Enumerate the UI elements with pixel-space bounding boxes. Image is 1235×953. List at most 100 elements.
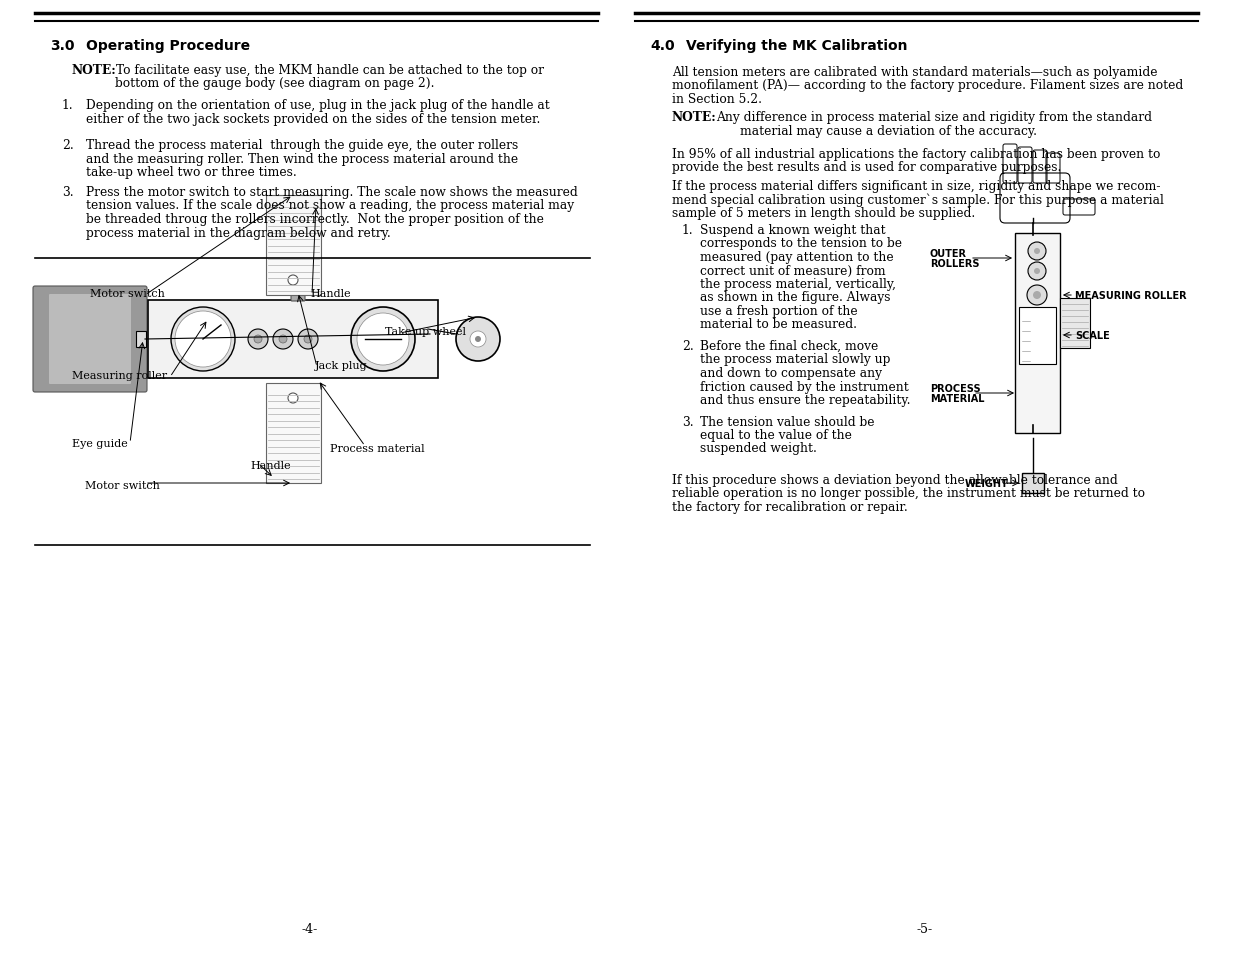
Text: Suspend a known weight that: Suspend a known weight that <box>700 224 885 236</box>
FancyBboxPatch shape <box>1060 298 1091 349</box>
Text: All tension meters are calibrated with standard materials—such as polyamide: All tension meters are calibrated with s… <box>672 66 1157 79</box>
Text: equal to the value of the: equal to the value of the <box>700 429 852 441</box>
Text: process material in the diagram below and retry.: process material in the diagram below an… <box>86 226 390 239</box>
Text: 1.: 1. <box>62 99 74 112</box>
Text: sample of 5 meters in length should be supplied.: sample of 5 meters in length should be s… <box>672 207 976 220</box>
Circle shape <box>1034 249 1040 254</box>
Text: 3.: 3. <box>62 186 74 199</box>
Text: In 95% of all industrial applications the factory calibration has been proven to: In 95% of all industrial applications th… <box>672 148 1161 161</box>
Text: material may cause a deviation of the accuracy.: material may cause a deviation of the ac… <box>740 125 1037 137</box>
Circle shape <box>170 308 235 372</box>
Text: and thus ensure the repeatability.: and thus ensure the repeatability. <box>700 394 910 407</box>
Circle shape <box>254 335 262 344</box>
Circle shape <box>175 312 231 368</box>
Circle shape <box>298 330 317 350</box>
Text: Press the motor switch to start measuring. The scale now shows the measured: Press the motor switch to start measurin… <box>86 186 578 199</box>
Text: 4.0: 4.0 <box>650 39 674 53</box>
Text: the process material, vertically,: the process material, vertically, <box>700 277 897 291</box>
Text: in Section 5.2.: in Section 5.2. <box>672 92 762 106</box>
FancyBboxPatch shape <box>1019 308 1056 365</box>
Text: Handle: Handle <box>310 289 351 298</box>
Circle shape <box>357 314 409 366</box>
Text: as shown in the figure. Always: as shown in the figure. Always <box>700 292 890 304</box>
Text: WEIGHT: WEIGHT <box>965 478 1009 489</box>
Text: monofilament (PA)— according to the factory procedure. Filament sizes are noted: monofilament (PA)— according to the fact… <box>672 79 1183 92</box>
Text: Any difference in process material size and rigidity from the standard: Any difference in process material size … <box>716 111 1152 124</box>
Text: Motor switch: Motor switch <box>90 289 165 298</box>
Text: be threaded throug the rollers incorrectly.  Not the proper position of the: be threaded throug the rollers incorrect… <box>86 213 543 226</box>
Circle shape <box>1028 286 1047 306</box>
Text: NOTE:: NOTE: <box>72 64 117 77</box>
Text: MEASURING ROLLER: MEASURING ROLLER <box>1074 291 1187 301</box>
Text: Before the final check, move: Before the final check, move <box>700 339 878 353</box>
Text: Process material: Process material <box>330 443 425 454</box>
Text: If this procedure shows a deviation beyond the allowable tolerance and: If this procedure shows a deviation beyo… <box>672 474 1118 486</box>
FancyBboxPatch shape <box>33 287 147 393</box>
FancyBboxPatch shape <box>291 288 305 302</box>
Circle shape <box>1028 263 1046 281</box>
Text: take-up wheel two or three times.: take-up wheel two or three times. <box>86 166 296 179</box>
Circle shape <box>1034 269 1040 274</box>
Text: Handle: Handle <box>249 460 290 471</box>
Text: suspended weight.: suspended weight. <box>700 442 816 455</box>
Text: 3.0: 3.0 <box>49 39 74 53</box>
Text: Thread the process material  through the guide eye, the outer rollers: Thread the process material through the … <box>86 139 519 152</box>
Circle shape <box>273 330 293 350</box>
Text: Depending on the orientation of use, plug in the jack plug of the handle at: Depending on the orientation of use, plu… <box>86 99 550 112</box>
Text: Measuring roller: Measuring roller <box>72 371 167 380</box>
Text: measured (pay attention to the: measured (pay attention to the <box>700 251 894 264</box>
Circle shape <box>1032 292 1041 299</box>
FancyBboxPatch shape <box>1023 474 1044 494</box>
Circle shape <box>471 332 487 348</box>
Circle shape <box>456 317 500 361</box>
Text: Jack plug: Jack plug <box>315 360 368 371</box>
Text: PROCESS: PROCESS <box>930 384 981 394</box>
Text: provide the best results and is used for comparative purposes.: provide the best results and is used for… <box>672 161 1061 174</box>
Text: and the measuring roller. Then wind the process material around the: and the measuring roller. Then wind the … <box>86 152 519 165</box>
Text: Eye guide: Eye guide <box>72 438 127 449</box>
Text: 2.: 2. <box>62 139 74 152</box>
Text: mend special calibration using customer`s sample. For this purpose a material: mend special calibration using customer`… <box>672 193 1163 207</box>
FancyBboxPatch shape <box>148 301 438 378</box>
Circle shape <box>279 335 287 344</box>
Circle shape <box>351 308 415 372</box>
Text: -4-: -4- <box>301 923 319 935</box>
Text: To facilitate easy use, the MKM handle can be attached to the top or: To facilitate easy use, the MKM handle c… <box>116 64 543 77</box>
Text: NOTE:: NOTE: <box>672 111 716 124</box>
Text: 1.: 1. <box>682 224 694 236</box>
FancyBboxPatch shape <box>49 294 131 385</box>
Text: Operating Procedure: Operating Procedure <box>86 39 251 53</box>
Text: Motor switch: Motor switch <box>85 480 159 491</box>
Text: friction caused by the instrument: friction caused by the instrument <box>700 380 909 393</box>
Circle shape <box>475 336 480 343</box>
Text: Take up wheel: Take up wheel <box>385 327 466 336</box>
Text: use a fresh portion of the: use a fresh portion of the <box>700 305 857 317</box>
FancyBboxPatch shape <box>136 332 146 348</box>
FancyBboxPatch shape <box>266 195 321 295</box>
Text: correct unit of measure) from: correct unit of measure) from <box>700 264 885 277</box>
Text: bottom of the gauge body (see diagram on page 2).: bottom of the gauge body (see diagram on… <box>115 77 435 91</box>
Text: SCALE: SCALE <box>1074 331 1110 340</box>
Text: -5-: -5- <box>916 923 934 935</box>
Text: the factory for recalibration or repair.: the factory for recalibration or repair. <box>672 500 908 514</box>
Circle shape <box>288 275 298 286</box>
Text: MATERIAL: MATERIAL <box>930 394 984 403</box>
Text: OUTER: OUTER <box>930 249 967 258</box>
Text: material to be measured.: material to be measured. <box>700 318 857 331</box>
Text: the process material slowly up: the process material slowly up <box>700 354 890 366</box>
Text: tension values. If the scale does not show a reading, the process material may: tension values. If the scale does not sh… <box>86 199 574 213</box>
Text: If the process material differs significant in size, rigidity and shape we recom: If the process material differs signific… <box>672 180 1161 193</box>
Text: Verifying the MK Calibration: Verifying the MK Calibration <box>685 39 908 53</box>
Circle shape <box>248 330 268 350</box>
Text: ROLLERS: ROLLERS <box>930 258 979 269</box>
Text: The tension value should be: The tension value should be <box>700 416 874 428</box>
Text: 3.: 3. <box>682 416 694 428</box>
Text: reliable operation is no longer possible, the instrument must be returned to: reliable operation is no longer possible… <box>672 487 1145 500</box>
Text: 2.: 2. <box>682 339 694 353</box>
Circle shape <box>304 335 312 344</box>
FancyBboxPatch shape <box>1015 233 1060 434</box>
Circle shape <box>288 394 298 403</box>
Text: either of the two jack sockets provided on the sides of the tension meter.: either of the two jack sockets provided … <box>86 112 541 126</box>
Circle shape <box>1028 243 1046 261</box>
Text: and down to compensate any: and down to compensate any <box>700 367 882 379</box>
